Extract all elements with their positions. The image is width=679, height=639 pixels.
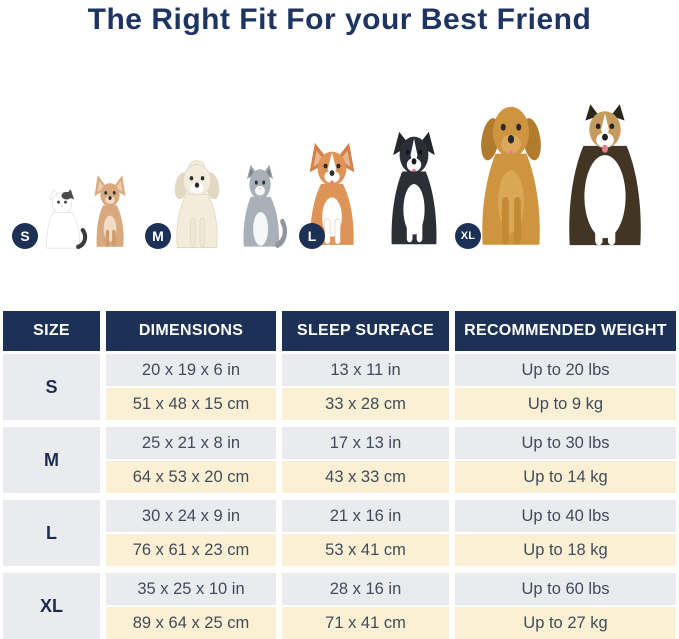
- table-cell: 71 x 41 cm: [282, 607, 449, 639]
- table-cell: 25 x 21 x 8 in: [106, 427, 276, 459]
- rough-collie-image: [569, 104, 641, 246]
- table-cell: 43 x 33 cm: [282, 461, 449, 493]
- table-cell: Up to 27 kg: [455, 607, 676, 639]
- animal-size-lineup: S M L XL: [0, 44, 679, 252]
- table-cell: 28 x 16 in: [282, 573, 449, 605]
- table-cell: 30 x 24 x 9 in: [106, 500, 276, 532]
- border-collie-image: [391, 131, 437, 245]
- size-badge-xl: XL: [455, 223, 481, 249]
- table-cell: Up to 40 lbs: [455, 500, 676, 532]
- size-group-xl: XL 35 x 25 x 10 in 28 x 16 in Up to 60 l…: [3, 573, 676, 639]
- table-cell: 20 x 19 x 6 in: [106, 354, 276, 386]
- chihuahua-image: [94, 175, 126, 247]
- size-badge-s: S: [12, 223, 38, 249]
- table-cell: Up to 20 lbs: [455, 354, 676, 386]
- table-cell: 89 x 64 x 25 cm: [106, 607, 276, 639]
- header-dimensions: DIMENSIONS: [106, 311, 276, 351]
- size-label: M: [3, 427, 100, 493]
- spacer: [0, 252, 679, 311]
- size-label: XL: [3, 573, 100, 639]
- size-group-s: S 20 x 19 x 6 in 13 x 11 in Up to 20 lbs…: [3, 354, 676, 420]
- table-cell: 33 x 28 cm: [282, 388, 449, 420]
- size-group-l: L 30 x 24 x 9 in 21 x 16 in Up to 40 lbs…: [3, 500, 676, 566]
- table-cell: Up to 9 kg: [455, 388, 676, 420]
- white-cat-image: [46, 188, 88, 250]
- table-cell: Up to 60 lbs: [455, 573, 676, 605]
- size-group-m: M 25 x 21 x 8 in 17 x 13 in Up to 30 lbs…: [3, 427, 676, 493]
- golden-retriever-image: [481, 106, 541, 245]
- size-chart-table: SIZE DIMENSIONS SLEEP SURFACE RECOMMENDE…: [3, 311, 676, 639]
- table-cell: 17 x 13 in: [282, 427, 449, 459]
- table-cell: 64 x 53 x 20 cm: [106, 461, 276, 493]
- size-label: S: [3, 354, 100, 420]
- table-cell: 13 x 11 in: [282, 354, 449, 386]
- table-cell: 51 x 48 x 15 cm: [106, 388, 276, 420]
- header-size: SIZE: [3, 311, 100, 351]
- header-recommended-weight: RECOMMENDED WEIGHT: [455, 311, 676, 351]
- maltese-puppy-image: [174, 160, 220, 248]
- table-cell: Up to 30 lbs: [455, 427, 676, 459]
- size-badge-m: M: [145, 223, 171, 249]
- table-cell: Up to 18 kg: [455, 534, 676, 566]
- page-title: The Right Fit For your Best Friend: [87, 3, 592, 36]
- gray-cat-image: [243, 164, 288, 248]
- table-cell: 76 x 61 x 23 cm: [106, 534, 276, 566]
- header-sleep-surface: SLEEP SURFACE: [282, 311, 449, 351]
- table-header-row: SIZE DIMENSIONS SLEEP SURFACE RECOMMENDE…: [3, 311, 676, 351]
- table-cell: Up to 14 kg: [455, 461, 676, 493]
- size-badge-l: L: [299, 223, 325, 249]
- table-cell: 53 x 41 cm: [282, 534, 449, 566]
- table-cell: 35 x 25 x 10 in: [106, 573, 276, 605]
- size-label: L: [3, 500, 100, 566]
- table-cell: 21 x 16 in: [282, 500, 449, 532]
